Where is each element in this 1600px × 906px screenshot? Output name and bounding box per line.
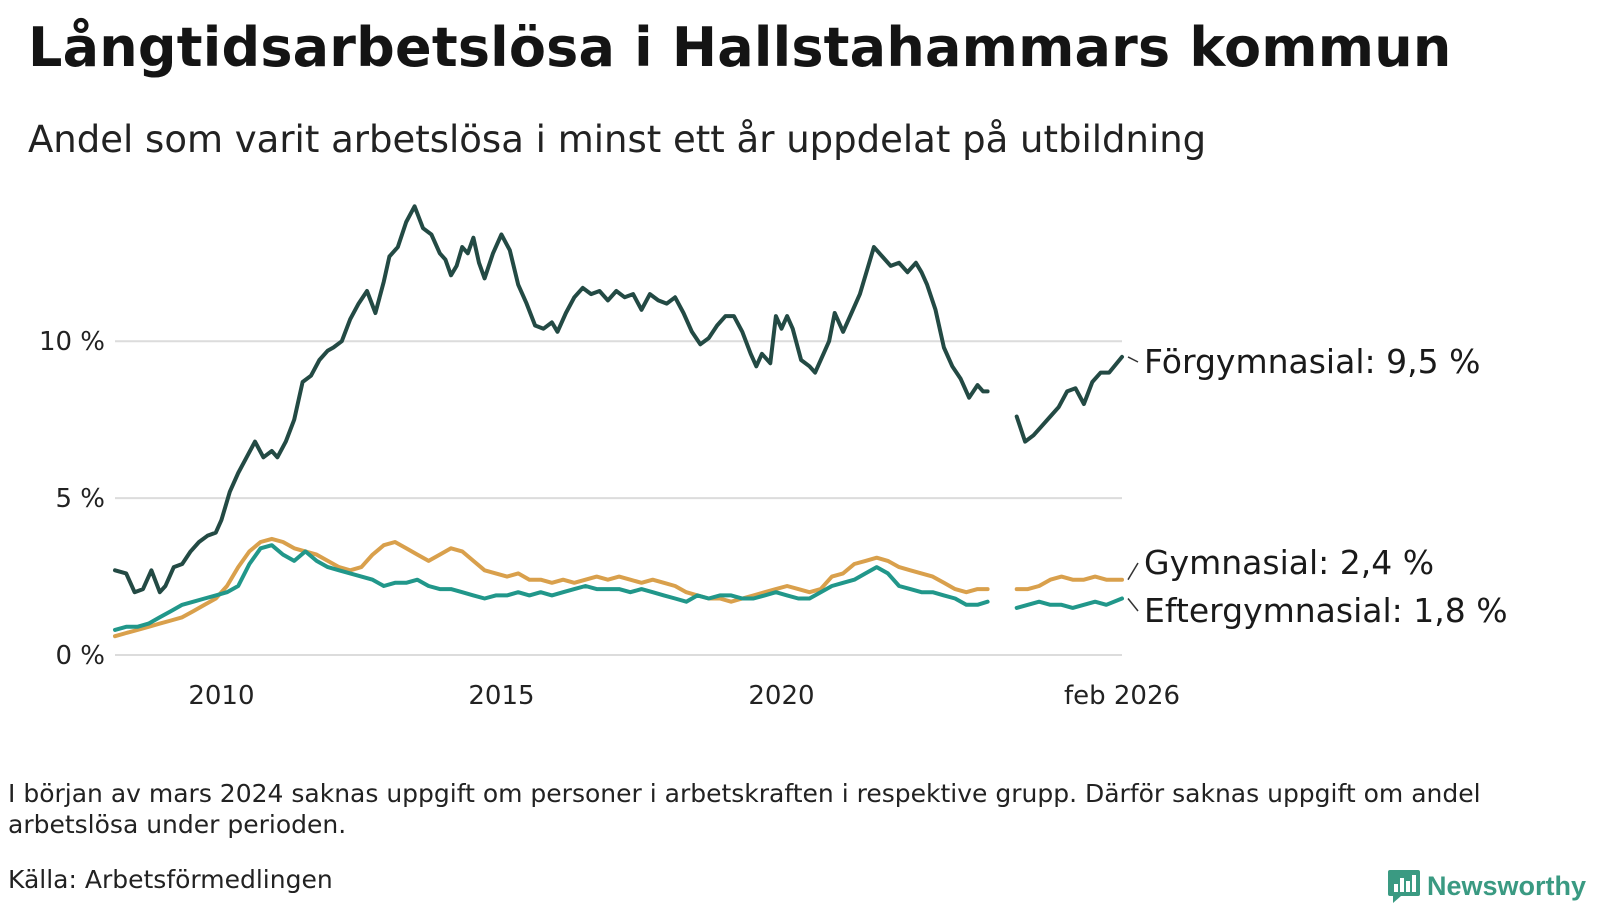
y-tick-label: 5 % [55,484,105,514]
series-end-label: Eftergymnasial: 1,8 % [1144,591,1508,630]
x-axis: 2010 2015 2020 feb 2026 [188,681,1180,711]
logo-text: Newsworthy [1427,870,1587,901]
line-chart: 0 % 5 % 10 % 2010 2015 2020 feb 2026 Förgymna… [39,204,1508,711]
x-tick-label: 2015 [468,681,534,711]
series-line-gymnasial-segment-1 [113,536,990,639]
label-leader-line [1127,598,1139,612]
y-tick-label: 10 % [39,327,105,357]
chart-title: Långtidsarbetslösa i Hallstahammars komm… [28,16,1452,79]
source-credit: Källa: Arbetsförmedlingen [8,865,333,894]
x-tick-label: 2010 [188,681,254,711]
series-end-labels: Förgymnasial: 9,5 % Gymnasial: 2,4 % Efter… [1127,342,1508,630]
x-tick-label: 2020 [748,681,814,711]
label-leader-line [1127,356,1139,363]
series-line-f-rgymnasial-segment-2 [1014,354,1124,444]
series-line-f-rgymnasial-segment-1 [113,204,990,595]
footnote: I början av mars 2024 saknas uppgift om … [8,779,1481,839]
x-tick-label: feb 2026 [1064,681,1180,711]
series-line-gymnasial-segment-2 [1014,574,1124,592]
series-end-label: Gymnasial: 2,4 % [1144,543,1434,582]
grid [115,340,1122,656]
chart-subtitle: Andel som varit arbetslösa i minst ett å… [28,118,1207,161]
newsworthy-logo: Newsworthy [1387,866,1586,906]
label-leader-line [1127,562,1139,581]
series-line-eftergymnasial-segment-2 [1014,596,1124,610]
series-end-label: Förgymnasial: 9,5 % [1144,342,1480,381]
series-lines [113,204,1124,639]
y-tick-label: 0 % [55,641,105,671]
y-axis: 0 % 5 % 10 % [39,327,105,671]
bar-chart-icon [1388,870,1420,903]
series-line-eftergymnasial-segment-1 [113,543,990,632]
